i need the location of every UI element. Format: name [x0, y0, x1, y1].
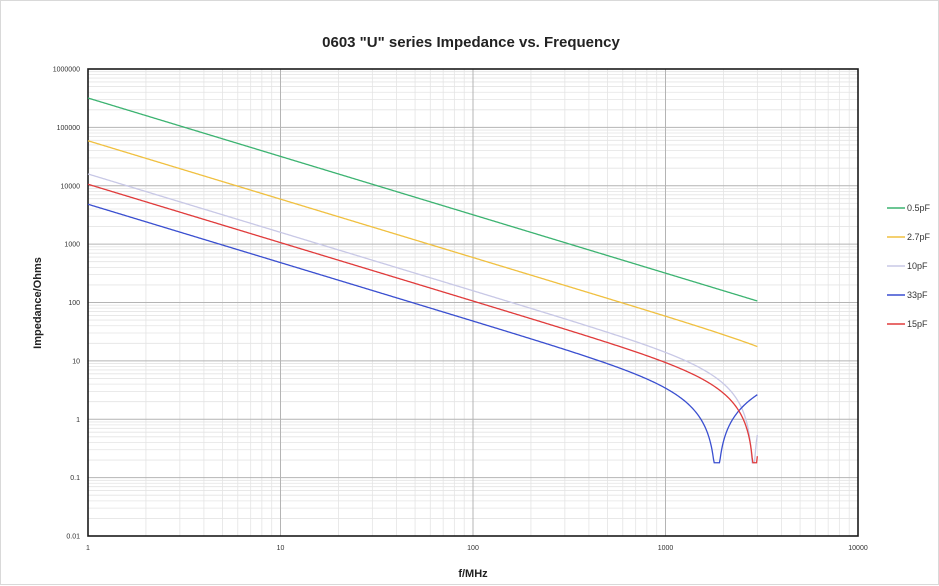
series-lines: [87, 97, 758, 464]
x-tick-label: 100: [467, 545, 479, 552]
legend: 0.5pF 2.7pF 10pF 33pF 15pF: [887, 203, 931, 329]
x-tick-label: 10000: [848, 545, 868, 552]
series-line-2_7pF: [87, 140, 758, 348]
y-tick-label: 0.1: [70, 475, 80, 482]
legend-label: 33pF: [907, 290, 928, 300]
y-tick-label: 10000: [61, 183, 81, 190]
y-tick-label: 1000000: [53, 67, 80, 74]
x-tick-label: 1000: [658, 545, 674, 552]
y-tick-label: 0.01: [66, 534, 80, 541]
tick-labels: 1 10 100 1000 10000 0.01 0.1 1 10 100 1000 10000 100…: [53, 67, 868, 553]
y-tick-label: 10: [72, 358, 80, 365]
legend-label: 15pF: [907, 319, 928, 329]
series-line-0_5pF: [87, 97, 758, 302]
series-line-10pF: [87, 173, 758, 464]
y-tick-label: 100000: [57, 125, 80, 132]
plot-area-border: [87, 68, 859, 537]
y-tick-label: 1: [76, 417, 80, 424]
y-axis-label: Impedance/Ohms: [32, 257, 44, 349]
series-line-15pF: [87, 183, 758, 464]
y-tick-label: 1000: [64, 242, 80, 249]
legend-label: 0.5pF: [907, 203, 931, 213]
x-axis-label: f/MHz: [458, 568, 488, 580]
x-tick-label: 10: [277, 545, 285, 552]
legend-label: 10pF: [907, 261, 928, 271]
y-tick-label: 100: [68, 300, 80, 307]
chart-title: 0603 "U" series Impedance vs. Frequency: [322, 34, 620, 51]
x-tick-label: 1: [86, 545, 90, 552]
grid-lines: [87, 68, 859, 537]
legend-label: 2.7pF: [907, 232, 931, 242]
series-line-33pF: [87, 203, 758, 464]
